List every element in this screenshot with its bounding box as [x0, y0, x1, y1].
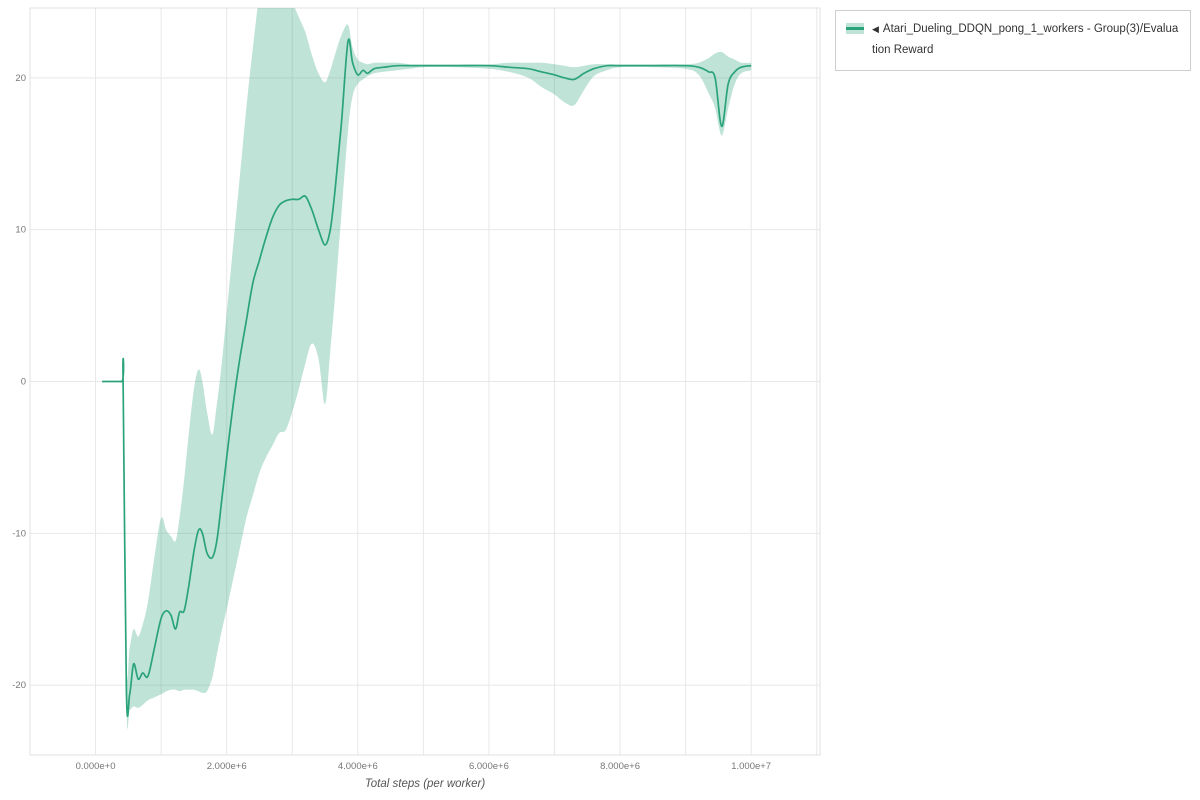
y-tick-label: 20 [15, 73, 26, 84]
legend: ◀ Atari_Dueling_DDQN_pong_1_workers - Gro… [835, 10, 1191, 71]
confidence-band [102, 8, 752, 730]
collapse-arrow-icon[interactable]: ◀ [872, 24, 879, 34]
y-tick-label: 10 [15, 225, 26, 236]
series-band-icon [846, 23, 864, 34]
plot-border [29, 7, 821, 756]
y-tick-label: -20 [12, 680, 26, 691]
x-tick-label: 2.000e+6 [207, 761, 247, 772]
x-tick-label: 1.000e+7 [731, 761, 771, 772]
legend-series-entry: ◀ Atari_Dueling_DDQN_pong_1_workers - Gro… [872, 19, 1180, 62]
legend-series-label: Atari_Dueling_DDQN_pong_1_workers - Grou… [872, 23, 1179, 57]
x-tick-label: 8.000e+6 [600, 761, 640, 772]
series-line [102, 38, 752, 718]
y-tick-label: 0 [21, 377, 26, 388]
y-tick-label: -10 [12, 528, 26, 539]
x-axis-title: Total steps (per worker) [364, 778, 486, 790]
x-tick-label: 6.000e+6 [469, 761, 509, 772]
x-tick-label: 4.000e+6 [338, 761, 378, 772]
legend-item[interactable]: ◀ Atari_Dueling_DDQN_pong_1_workers - Gro… [846, 19, 1180, 62]
x-tick-label: 0.000e+0 [76, 761, 116, 772]
